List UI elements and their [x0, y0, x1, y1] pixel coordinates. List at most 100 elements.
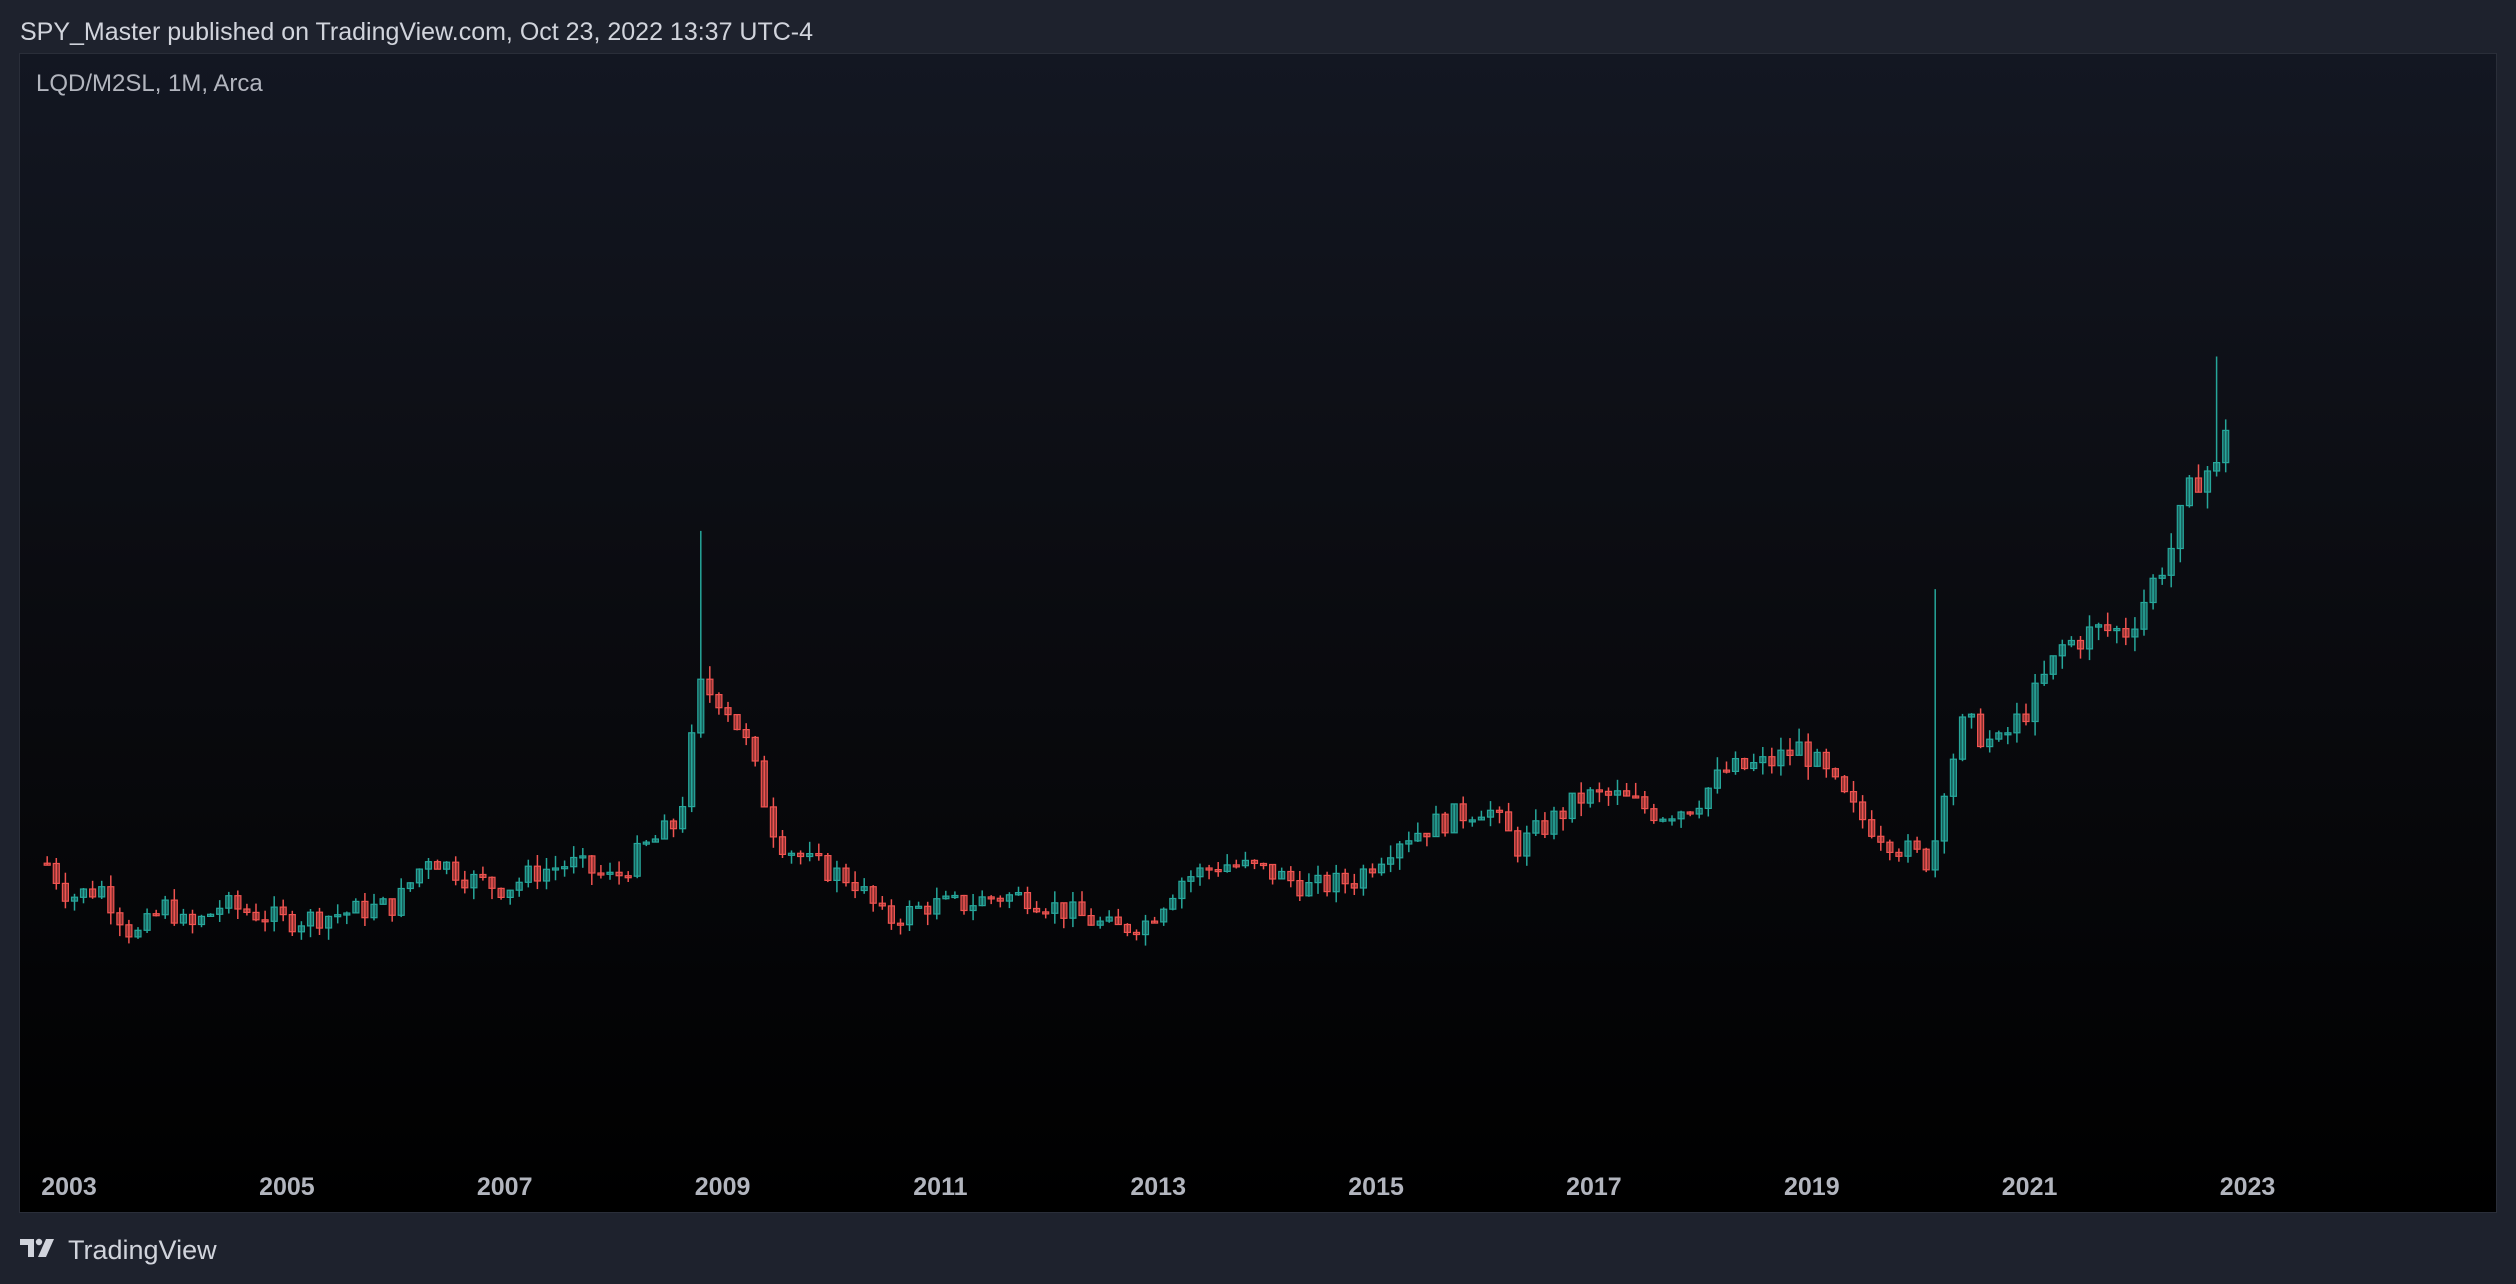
candle-body[interactable] — [1114, 916, 1122, 926]
candle-body[interactable] — [1931, 840, 1939, 871]
candle-body[interactable] — [860, 886, 868, 892]
candle-body[interactable] — [1305, 881, 1313, 897]
candle-body[interactable] — [406, 882, 414, 890]
candle-body[interactable] — [1995, 732, 2003, 740]
candle-body[interactable] — [443, 861, 451, 870]
candle-body[interactable] — [1332, 872, 1340, 893]
candle-body[interactable] — [878, 902, 886, 907]
candle-body[interactable] — [987, 896, 995, 900]
candle-body[interactable] — [1740, 757, 1749, 770]
candle-body[interactable] — [960, 894, 968, 912]
candle-body[interactable] — [669, 820, 678, 830]
candle-body[interactable] — [560, 866, 569, 870]
candle-body[interactable] — [1423, 832, 1431, 838]
candle-body[interactable] — [207, 913, 215, 917]
candle-body[interactable] — [1468, 819, 1476, 823]
candle-body[interactable] — [1477, 816, 1486, 821]
candle-body[interactable] — [1042, 911, 1050, 915]
candle-body[interactable] — [515, 881, 523, 891]
candle-body[interactable] — [1777, 749, 1785, 767]
candle-body[interactable] — [570, 856, 578, 868]
candle-body[interactable] — [1795, 741, 1803, 756]
candle-body[interactable] — [1831, 768, 1840, 778]
candle-body[interactable] — [243, 908, 251, 914]
candle-body[interactable] — [1622, 790, 1631, 797]
candle-body[interactable] — [824, 854, 832, 881]
candle-body[interactable] — [1686, 811, 1694, 815]
candle-body[interactable] — [2222, 429, 2230, 464]
chart-panel[interactable]: 2003 2005 2007 2009 2011 2013 2015 2017 2019 2021… — [19, 53, 2497, 1213]
candle-body[interactable] — [352, 900, 360, 914]
candle-body[interactable] — [1023, 891, 1032, 910]
candle-body[interactable] — [1432, 813, 1440, 838]
candle-body[interactable] — [1550, 810, 1558, 835]
candle-body[interactable] — [1005, 894, 1014, 902]
candle-body[interactable] — [1976, 713, 1985, 748]
candle-body[interactable] — [1731, 757, 1740, 772]
candle-body[interactable] — [1169, 897, 1177, 910]
candle-body[interactable] — [388, 898, 396, 916]
candle-body[interactable] — [551, 867, 560, 871]
candle-body[interactable] — [334, 914, 342, 918]
candle-body[interactable] — [1913, 840, 1921, 850]
candle-body[interactable] — [896, 922, 905, 926]
candle-body[interactable] — [887, 905, 896, 924]
candle-body[interactable] — [1441, 813, 1449, 834]
candle-body[interactable] — [261, 919, 269, 923]
candle-body[interactable] — [1904, 840, 1912, 857]
candle-body[interactable] — [2085, 626, 2094, 650]
candle-body[interactable] — [98, 886, 106, 898]
candle-body[interactable] — [1160, 908, 1168, 923]
candle-body[interactable] — [197, 915, 206, 926]
candle-body[interactable] — [1713, 769, 1722, 789]
candle-body[interactable] — [1359, 868, 1368, 889]
candle-body[interactable] — [2140, 601, 2148, 630]
candle-body[interactable] — [2013, 713, 2021, 734]
candle-body[interactable] — [1087, 914, 1095, 926]
candle-body[interactable] — [588, 855, 596, 874]
candle-body[interactable] — [869, 886, 877, 904]
candle-body[interactable] — [107, 886, 115, 914]
candle-body[interactable] — [542, 868, 551, 882]
candle-body[interactable] — [1586, 789, 1594, 804]
candle-body[interactable] — [1677, 811, 1685, 820]
candle-body[interactable] — [597, 872, 605, 876]
candle-body[interactable] — [288, 913, 296, 933]
candle-body[interactable] — [506, 889, 514, 899]
candle-body[interactable] — [2040, 673, 2048, 684]
candle-body[interactable] — [1350, 883, 1358, 889]
candle-body[interactable] — [2131, 628, 2139, 638]
candle-body[interactable] — [1895, 851, 1903, 857]
candle-body[interactable] — [79, 888, 88, 898]
candle-body[interactable] — [461, 879, 469, 889]
candle-body[interactable] — [1450, 803, 1458, 834]
candle-body[interactable] — [1196, 867, 1204, 878]
candle-body[interactable] — [1141, 920, 1150, 936]
candle-body[interactable] — [842, 867, 850, 884]
candle-body[interactable] — [969, 905, 977, 912]
candle-body[interactable] — [1604, 790, 1613, 796]
candle-body[interactable] — [134, 929, 142, 938]
candle-body[interactable] — [1858, 801, 1867, 821]
candle-body[interactable] — [724, 707, 732, 716]
candle-body[interactable] — [1786, 749, 1794, 757]
candle-body[interactable] — [815, 852, 823, 857]
candle-body[interactable] — [660, 820, 669, 840]
candle-body[interactable] — [1132, 931, 1141, 936]
candle-body[interactable] — [769, 806, 778, 838]
candle-body[interactable] — [179, 913, 187, 924]
candle-body[interactable] — [1287, 870, 1295, 882]
candle-body[interactable] — [1223, 864, 1231, 873]
candle-body[interactable] — [851, 881, 859, 892]
candle-body[interactable] — [1659, 818, 1667, 822]
candle-body[interactable] — [2113, 627, 2121, 632]
candle-body[interactable] — [1868, 819, 1876, 837]
candle-body[interactable] — [524, 865, 532, 883]
candle-body[interactable] — [1078, 901, 1086, 917]
candle-body[interactable] — [88, 888, 97, 898]
candle-body[interactable] — [125, 924, 133, 938]
candle-body[interactable] — [1259, 862, 1268, 867]
candle-body[interactable] — [951, 894, 959, 899]
candle-body[interactable] — [1368, 868, 1377, 874]
candle-body[interactable] — [1486, 809, 1495, 818]
